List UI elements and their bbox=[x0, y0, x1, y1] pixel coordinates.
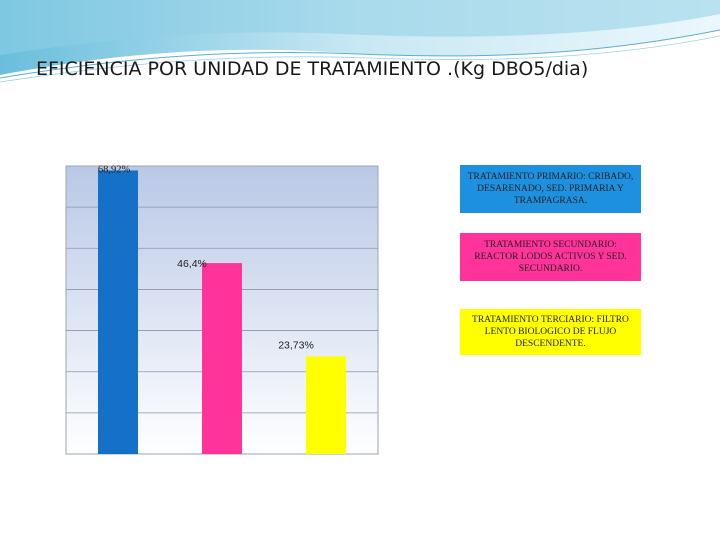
legend-item-primario: TRATAMIENTO PRIMARIO: CRIBADO, DESARENAD… bbox=[460, 165, 641, 213]
bars bbox=[98, 170, 346, 455]
data-label-2: 46,4% bbox=[177, 258, 207, 270]
bar-3 bbox=[306, 356, 346, 454]
data-label-1: 68,92% bbox=[98, 164, 131, 175]
legend-item-terciario: TRATAMIENTO TERCIARIO: FILTRO LENTO BIOL… bbox=[460, 309, 641, 355]
page-title: EFICIENCIA POR UNIDAD DE TRATAMIENTO .(K… bbox=[36, 58, 589, 80]
data-labels: 68,92% 46,4% 23,73% bbox=[98, 164, 314, 351]
bar-2 bbox=[202, 263, 242, 454]
bar-1 bbox=[98, 170, 138, 455]
data-label-3: 23,73% bbox=[278, 339, 314, 351]
header-wave-decoration bbox=[0, 0, 720, 83]
legend-item-secundario: TRATAMIENTO SECUNDARIO: REACTOR LODOS AC… bbox=[460, 233, 641, 281]
